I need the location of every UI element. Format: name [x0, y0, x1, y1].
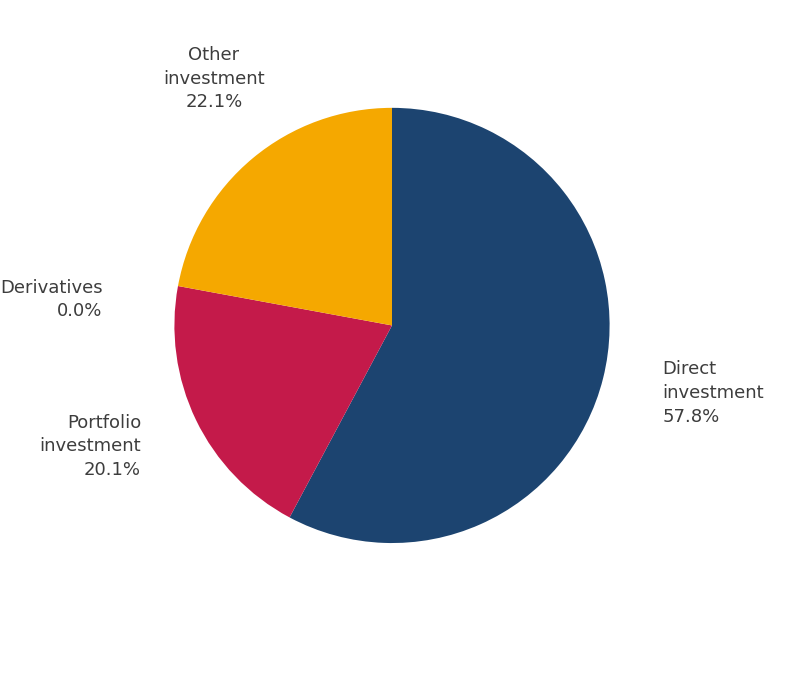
Text: Other
investment
22.1%: Other investment 22.1% [163, 46, 265, 111]
Wedge shape [178, 286, 392, 325]
Text: Derivatives
0.0%: Derivatives 0.0% [0, 279, 102, 320]
Text: Portfolio
investment
20.1%: Portfolio investment 20.1% [39, 414, 141, 479]
Wedge shape [174, 286, 392, 517]
Text: Direct
investment
57.8%: Direct investment 57.8% [662, 361, 764, 426]
Wedge shape [178, 108, 392, 325]
Wedge shape [290, 108, 610, 543]
